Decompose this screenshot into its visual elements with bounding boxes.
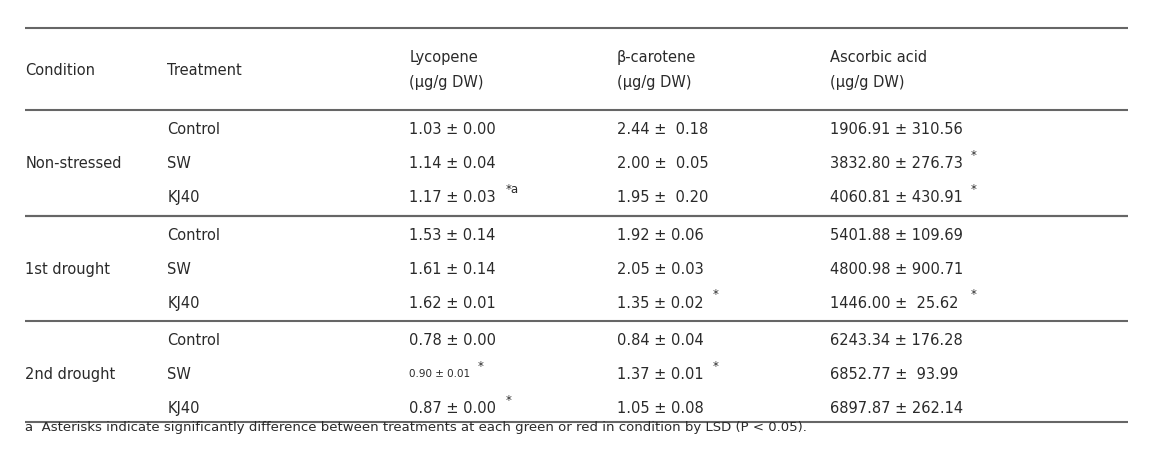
Text: SW: SW: [167, 261, 191, 276]
Text: 1.17 ± 0.03: 1.17 ± 0.03: [409, 190, 496, 205]
Text: KJ40: KJ40: [167, 190, 199, 205]
Text: *: *: [713, 359, 719, 372]
Text: 1.37 ± 0.01: 1.37 ± 0.01: [617, 366, 703, 381]
Text: 1.92 ± 0.06: 1.92 ± 0.06: [617, 227, 703, 242]
Text: *a: *a: [505, 183, 519, 196]
Text: Ascorbic acid: Ascorbic acid: [830, 50, 927, 65]
Text: 0.87 ± 0.00: 0.87 ± 0.00: [409, 400, 496, 415]
Text: 1906.91 ± 310.56: 1906.91 ± 310.56: [830, 122, 963, 137]
Text: Non-stressed: Non-stressed: [25, 156, 122, 171]
Text: KJ40: KJ40: [167, 400, 199, 415]
Text: 0.90 ± 0.01: 0.90 ± 0.01: [409, 368, 470, 379]
Text: 1446.00 ±  25.62: 1446.00 ± 25.62: [830, 295, 958, 310]
Text: 0.84 ± 0.04: 0.84 ± 0.04: [617, 332, 703, 347]
Text: 1.62 ± 0.01: 1.62 ± 0.01: [409, 295, 496, 310]
Text: 1.35 ± 0.02: 1.35 ± 0.02: [617, 295, 703, 310]
Text: 1.95 ±  0.20: 1.95 ± 0.20: [617, 190, 708, 205]
Text: 1.05 ± 0.08: 1.05 ± 0.08: [617, 400, 703, 415]
Text: 6243.34 ± 176.28: 6243.34 ± 176.28: [830, 332, 963, 347]
Text: SW: SW: [167, 156, 191, 171]
Text: *: *: [970, 149, 977, 162]
Text: 1.14 ± 0.04: 1.14 ± 0.04: [409, 156, 496, 171]
Text: SW: SW: [167, 366, 191, 381]
Text: *: *: [505, 393, 512, 406]
Text: Control: Control: [167, 227, 220, 242]
Text: 6897.87 ± 262.14: 6897.87 ± 262.14: [830, 400, 963, 415]
Text: 6852.77 ±  93.99: 6852.77 ± 93.99: [830, 366, 958, 381]
Text: 2nd drought: 2nd drought: [25, 366, 115, 381]
Text: (µg/g DW): (µg/g DW): [409, 75, 484, 90]
Text: Control: Control: [167, 122, 220, 137]
Text: 1st drought: 1st drought: [25, 261, 111, 276]
Text: 5401.88 ± 109.69: 5401.88 ± 109.69: [830, 227, 963, 242]
Text: (µg/g DW): (µg/g DW): [830, 75, 905, 90]
Text: 2.00 ±  0.05: 2.00 ± 0.05: [617, 156, 708, 171]
Text: 1.61 ± 0.14: 1.61 ± 0.14: [409, 261, 496, 276]
Text: 0.78 ± 0.00: 0.78 ± 0.00: [409, 332, 496, 347]
Text: 4800.98 ± 900.71: 4800.98 ± 900.71: [830, 261, 964, 276]
Text: Lycopene: Lycopene: [409, 50, 478, 65]
Text: KJ40: KJ40: [167, 295, 199, 310]
Text: Treatment: Treatment: [167, 62, 242, 78]
Text: (µg/g DW): (µg/g DW): [617, 75, 692, 90]
Text: 4060.81 ± 430.91: 4060.81 ± 430.91: [830, 190, 963, 205]
Text: 1.53 ± 0.14: 1.53 ± 0.14: [409, 227, 496, 242]
Text: Condition: Condition: [25, 62, 96, 78]
Text: *: *: [970, 288, 977, 301]
Text: β-carotene: β-carotene: [617, 50, 696, 65]
Text: a  Asterisks indicate significantly difference between treatments at each green : a Asterisks indicate significantly diffe…: [25, 420, 807, 433]
Text: 2.44 ±  0.18: 2.44 ± 0.18: [617, 122, 708, 137]
Text: 3832.80 ± 276.73: 3832.80 ± 276.73: [830, 156, 963, 171]
Text: 1.03 ± 0.00: 1.03 ± 0.00: [409, 122, 496, 137]
Text: *: *: [478, 359, 484, 372]
Text: 2.05 ± 0.03: 2.05 ± 0.03: [617, 261, 703, 276]
Text: Control: Control: [167, 332, 220, 347]
Text: *: *: [713, 288, 719, 301]
Text: *: *: [970, 183, 977, 196]
